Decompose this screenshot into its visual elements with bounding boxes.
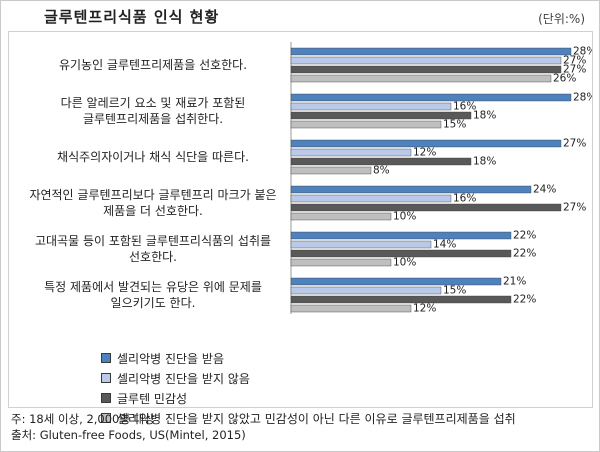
bar — [290, 93, 572, 102]
legend-swatch — [101, 373, 111, 383]
bar — [290, 148, 412, 157]
bar-value-label: 15% — [443, 119, 466, 131]
legend-item: 셀리악병 진단을 받지 않았고 민감성이 아닌 다른 이유로 글루텐프리제품을 … — [101, 410, 516, 426]
legend-label: 글루텐 민감성 — [117, 391, 188, 406]
bar — [290, 203, 562, 212]
bar — [290, 65, 562, 74]
bar-value-label: 14% — [433, 239, 456, 251]
footnotes: 주: 18세 이상, 2,000명 대상 출처: Gluten-free Foo… — [11, 411, 246, 443]
bar — [290, 249, 512, 258]
legend-label: 셀리악병 진단을 받음 — [117, 351, 224, 366]
legend-item: 셀리악병 진단을 받음 — [101, 350, 224, 366]
bar — [290, 231, 512, 240]
category-label-line: 제품을 더 선호한다. — [103, 204, 203, 218]
bar-value-label: 16% — [453, 101, 476, 113]
category-label: 유기농인 글루텐프리제품을 선호한다. — [17, 57, 289, 73]
bar-value-label: 12% — [413, 303, 436, 315]
bar-value-label: 24% — [533, 184, 556, 196]
category-label-line: 일으키기도 한다. — [110, 296, 196, 310]
bar-value-label: 16% — [453, 193, 476, 205]
bar-value-label: 10% — [393, 257, 416, 269]
legend-label: 셀리악병 진단을 받지 않음 — [117, 371, 250, 386]
bar — [290, 304, 412, 313]
category-label-line: 자연적인 글루텐프리보다 글루텐프리 마크가 붙은 — [29, 188, 277, 202]
note-text: 주: 18세 이상, 2,000명 대상 — [11, 412, 155, 426]
legend-swatch — [101, 353, 111, 363]
bar — [290, 240, 432, 249]
legend-swatch — [101, 393, 111, 403]
bar — [290, 258, 392, 267]
bar-value-label: 27% — [563, 202, 586, 214]
bar — [290, 185, 532, 194]
chart-title: 글루텐프리식품 인식 현황 — [44, 8, 220, 26]
bar-value-label: 12% — [413, 147, 436, 159]
bar-value-label: 22% — [513, 248, 536, 260]
bar-value-label: 26% — [553, 73, 576, 85]
bar-plot: 28%27%27%26%28%16%18%15%27%12%18%8%24%16… — [290, 42, 592, 315]
bar-value-label: 15% — [443, 285, 466, 297]
category-label-line: 다른 알레르기 요소 및 재료가 포함된 — [60, 96, 246, 110]
category-label-line: 선호한다. — [129, 250, 177, 264]
source-text: 출처: Gluten-free Foods, US(Mintel, 2015) — [11, 428, 246, 442]
legend-item: 셀리악병 진단을 받지 않음 — [101, 370, 250, 386]
bar — [290, 120, 442, 129]
bar — [290, 47, 572, 56]
bar — [290, 194, 452, 203]
bar-value-label: 27% — [563, 138, 586, 150]
bar — [290, 212, 392, 221]
bar-value-label: 22% — [513, 294, 536, 306]
bar-value-label: 28% — [573, 92, 592, 104]
category-label-line: 글루텐프리제품을 섭취한다. — [82, 112, 224, 126]
bar — [290, 139, 562, 148]
bar-value-label: 27% — [563, 64, 586, 76]
bar-value-label: 18% — [473, 110, 496, 122]
legend-item: 글루텐 민감성 — [101, 390, 187, 406]
category-label-line: 특정 제품에서 발견되는 유당은 위에 문제를 — [44, 280, 262, 294]
bar — [290, 111, 472, 120]
category-label-line: 고대곡물 등이 포함된 글루텐프리식품의 섭취를 — [34, 234, 272, 248]
bar — [290, 166, 372, 175]
bar — [290, 157, 472, 166]
bar — [290, 295, 512, 304]
category-label-line: 채식주의자이거나 채식 식단을 따른다. — [57, 150, 249, 164]
legend-label: 셀리악병 진단을 받지 않았고 민감성이 아닌 다른 이유로 글루텐프리제품을 … — [117, 411, 516, 426]
unit-label: (단위:%) — [538, 12, 585, 26]
bar-value-label: 28% — [573, 46, 592, 58]
bar-value-label: 18% — [473, 156, 496, 168]
bar-value-label: 8% — [373, 165, 390, 177]
bar-value-label: 27% — [563, 55, 586, 67]
bar-value-label: 21% — [503, 276, 526, 288]
bar — [290, 74, 552, 83]
bar — [290, 286, 442, 295]
bar-value-label: 22% — [513, 230, 536, 242]
category-label: 채식주의자이거나 채식 식단을 따른다. — [17, 149, 289, 165]
legend-swatch — [101, 413, 111, 423]
bar — [290, 56, 562, 65]
category-label-line: 유기농인 글루텐프리제품을 선호한다. — [58, 58, 248, 72]
bar-value-label: 10% — [393, 211, 416, 223]
bar — [290, 277, 502, 286]
bar — [290, 102, 452, 111]
